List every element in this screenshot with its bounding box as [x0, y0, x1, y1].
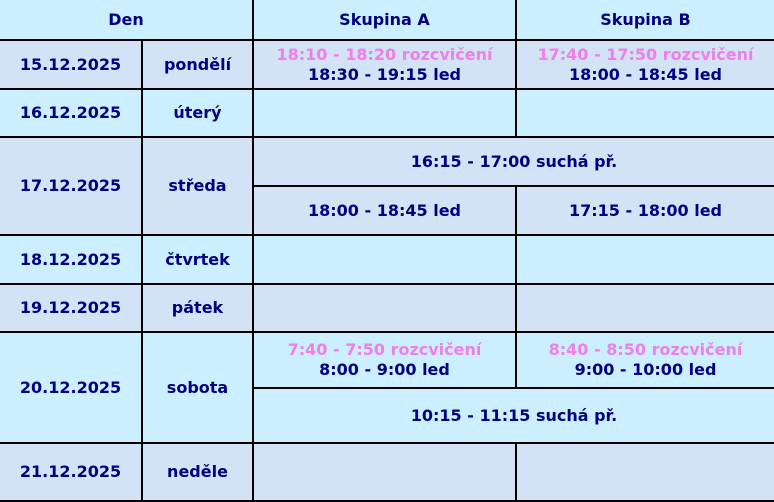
group-b-cell: 17:15 - 18:00 led [515, 185, 774, 236]
shared-cell: 10:15 - 11:15 suchá př. [253, 387, 774, 444]
weekday-cell: sobota [141, 331, 254, 444]
header-group-a: Skupina A [252, 0, 517, 41]
date-cell: 17.12.2025 [0, 136, 143, 236]
group-a-cell: 18:10 - 18:20 rozcvičení 18:30 - 19:15 le… [252, 39, 517, 90]
date-cell: 21.12.2025 [0, 442, 143, 502]
group-a-cell [252, 234, 517, 285]
date-cell: 16.12.2025 [0, 88, 143, 138]
table-row: 17.12.2025 středa 16:15 - 17:00 suchá př… [0, 136, 774, 236]
date-cell: 20.12.2025 [0, 331, 143, 444]
group-b-cell: 17:40 - 17:50 rozcvičení 18:00 - 18:45 le… [515, 39, 774, 90]
table-row: 20.12.2025 sobota 7:40 - 7:50 rozcvičení… [0, 331, 774, 444]
group-b-cell [515, 442, 774, 502]
warmup-text: 17:40 - 17:50 rozcvičení [537, 44, 754, 64]
shared-cell: 16:15 - 17:00 suchá př. [252, 136, 774, 187]
date-cell: 15.12.2025 [0, 39, 143, 90]
table-row: 21.12.2025 neděle [0, 442, 774, 502]
table-row: 18:00 - 18:45 led 17:15 - 18:00 led [0, 185, 774, 236]
header-row: Den Skupina A Skupina B [0, 0, 774, 41]
warmup-text: 18:10 - 18:20 rozcvičení [276, 44, 493, 64]
header-group-b: Skupina B [515, 0, 774, 41]
group-a-cell [252, 283, 517, 333]
table-row: 18.12.2025 čtvrtek [0, 234, 774, 285]
ice-text: 9:00 - 10:00 led [574, 360, 717, 379]
table-row: 19.12.2025 pátek [0, 283, 774, 333]
group-a-cell: 18:00 - 18:45 led [253, 185, 517, 236]
ice-text: 8:00 - 9:00 led [319, 360, 450, 379]
date-cell: 19.12.2025 [0, 283, 143, 333]
weekday-cell: středa [141, 136, 254, 236]
weekday-cell: neděle [141, 442, 254, 502]
ice-text: 18:00 - 18:45 led [569, 64, 722, 84]
warmup-text: 7:40 - 7:50 rozcvičení [287, 340, 482, 359]
group-a-cell [252, 88, 517, 138]
group-b-cell: 8:40 - 8:50 rozcvičení 9:00 - 10:00 led [515, 331, 774, 389]
warmup-text: 8:40 - 8:50 rozcvičení [548, 340, 743, 359]
weekday-cell: pátek [141, 283, 254, 333]
table-row: 15.12.2025 pondělí 18:10 - 18:20 rozcvič… [0, 39, 774, 90]
table-row: 16.12.2025 úterý [0, 88, 774, 138]
date-cell: 18.12.2025 [0, 234, 143, 285]
header-day: Den [0, 0, 254, 41]
weekday-cell: pondělí [141, 39, 254, 90]
weekday-cell: úterý [141, 88, 254, 138]
group-a-cell [252, 442, 517, 502]
group-b-cell [515, 234, 774, 285]
group-b-cell [515, 283, 774, 333]
ice-text: 18:30 - 19:15 led [308, 64, 461, 84]
group-b-cell [515, 88, 774, 138]
group-a-cell: 7:40 - 7:50 rozcvičení 8:00 - 9:00 led [252, 331, 517, 389]
weekday-cell: čtvrtek [141, 234, 254, 285]
